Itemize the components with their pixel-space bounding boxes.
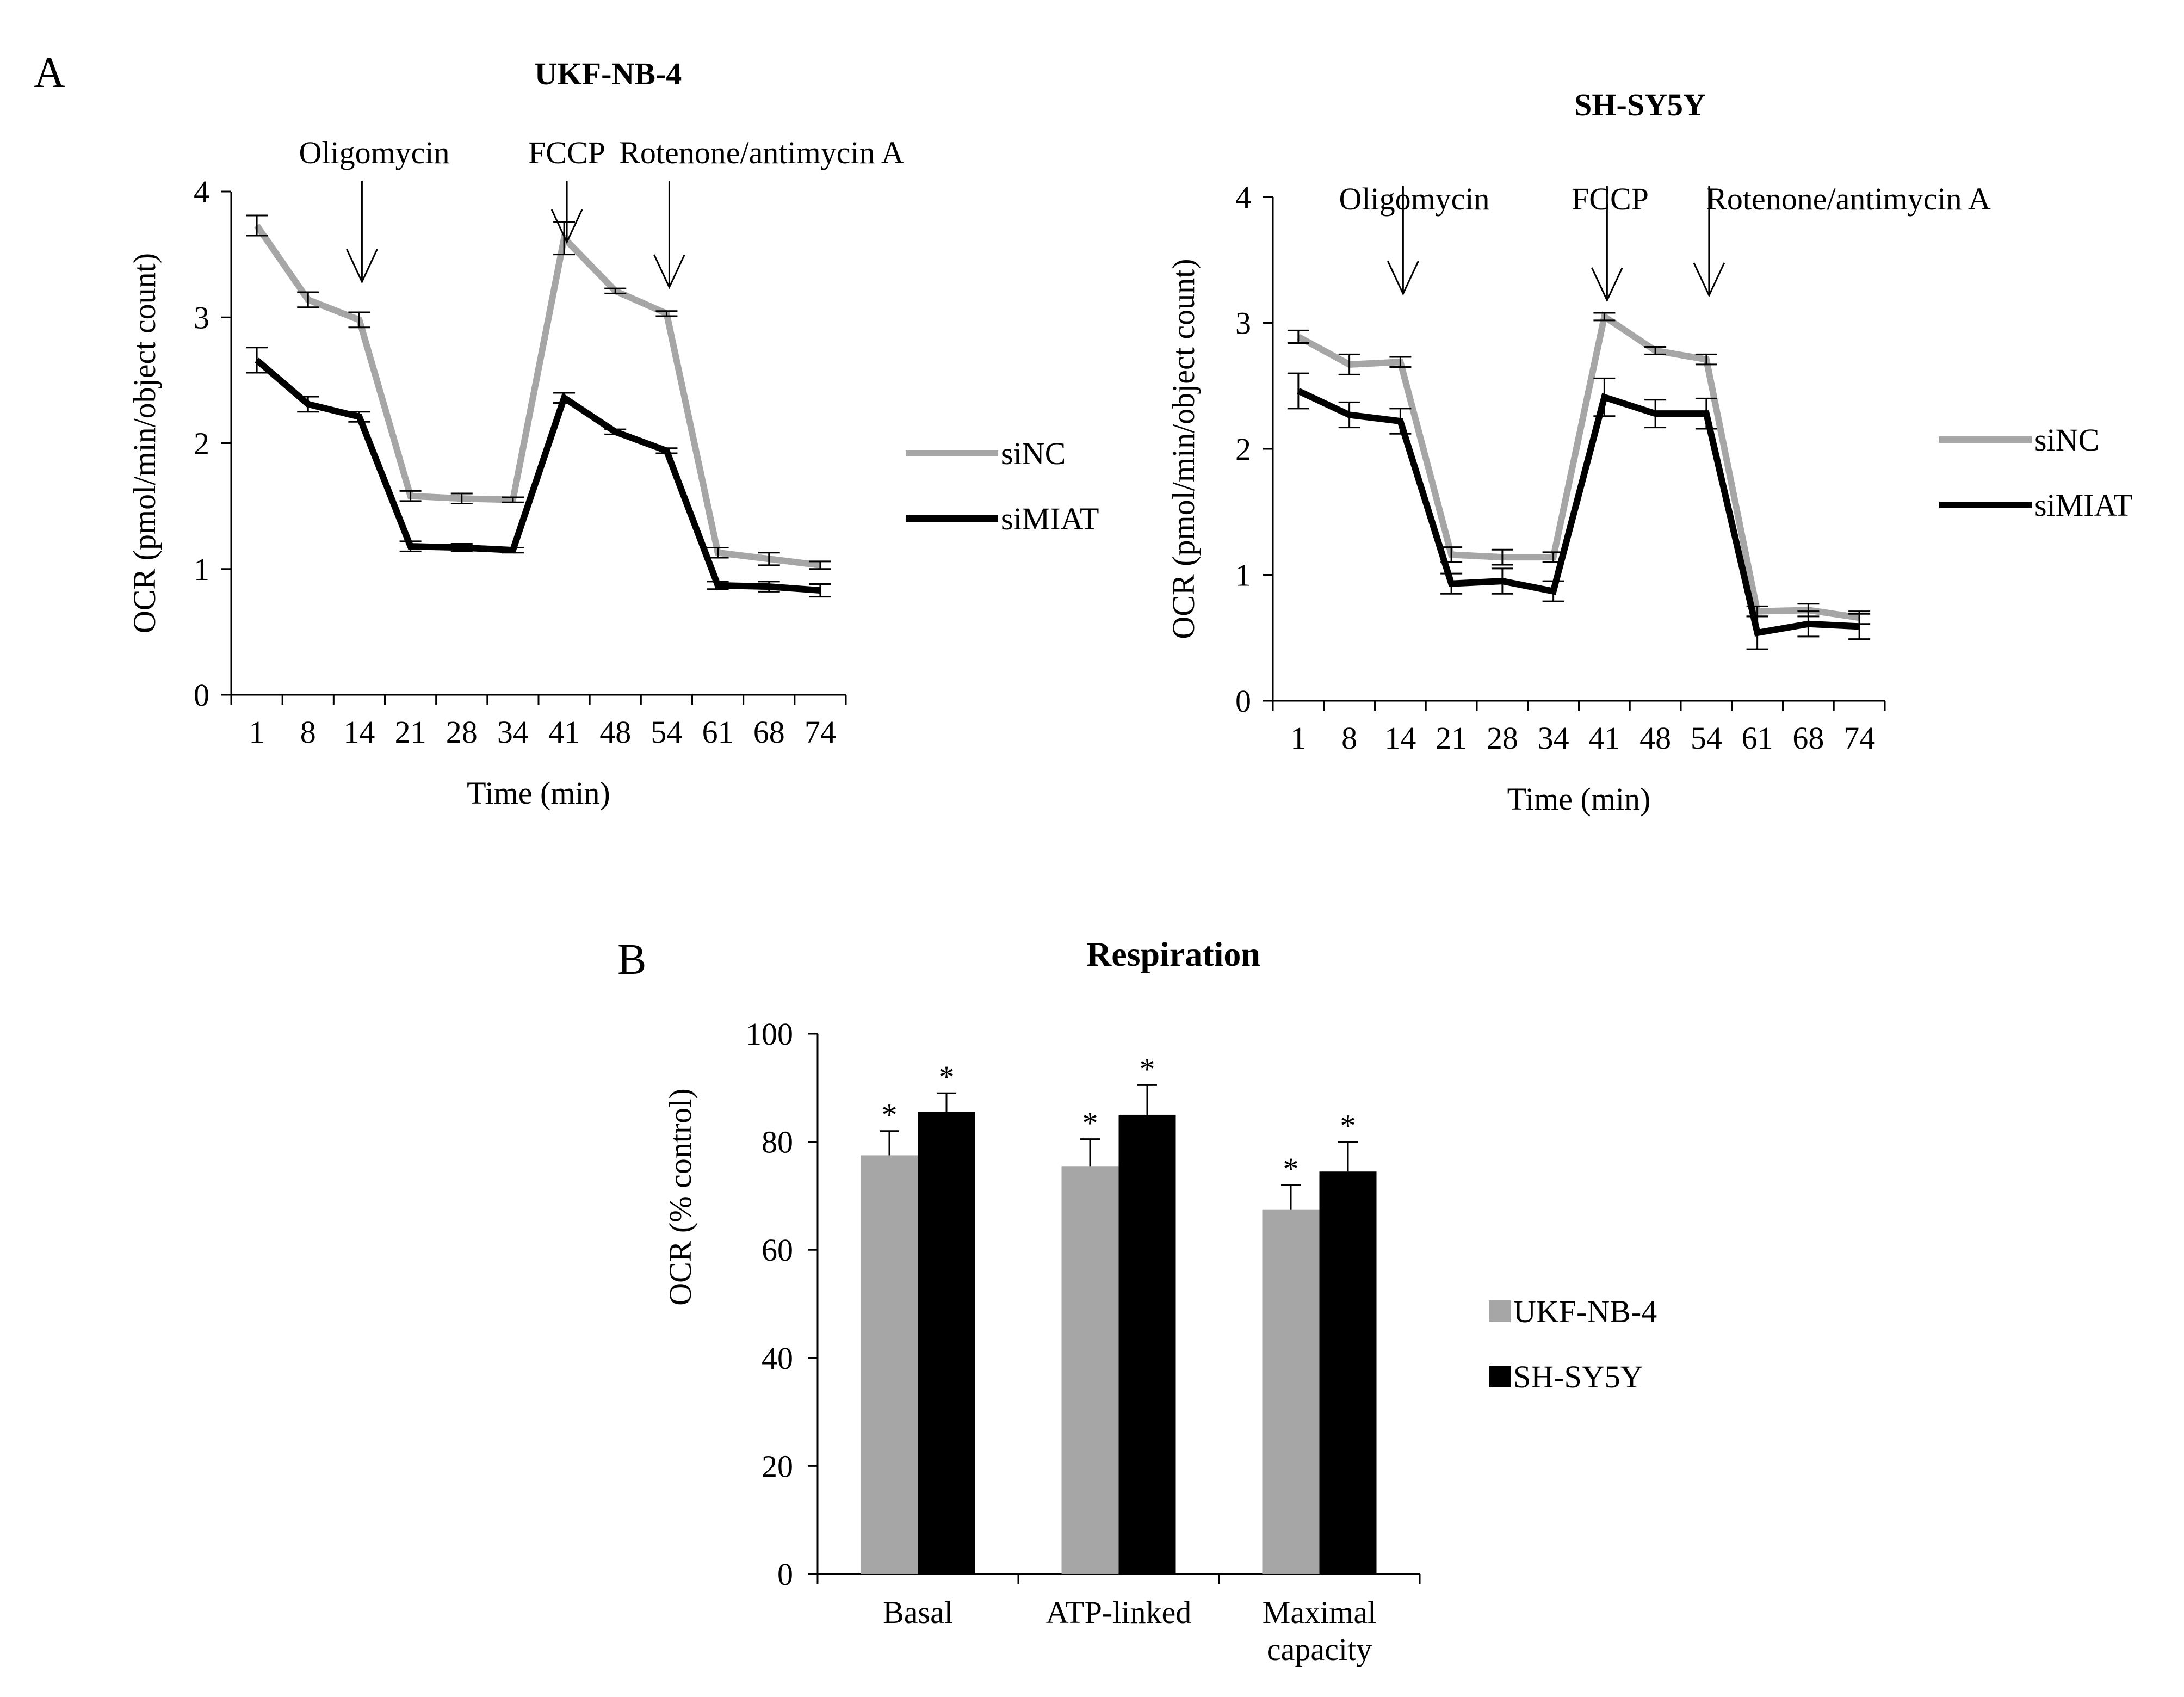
- injection-arrow-head: [1387, 261, 1419, 296]
- injection-arrow-head: [1693, 262, 1725, 298]
- x-tick-label: 48: [1639, 720, 1671, 756]
- y-tick-label: 1: [194, 552, 209, 587]
- series-line-siMIAT: [255, 357, 821, 594]
- x-tick-label: 34: [497, 714, 529, 750]
- x-tick-label: 54: [1691, 720, 1722, 756]
- x-tick-label: ATP-linked: [1046, 1595, 1191, 1630]
- bar-SH-SY5Y: [918, 1112, 975, 1574]
- y-tick-label: 0: [777, 1557, 793, 1592]
- x-tick-label: 74: [1843, 720, 1875, 756]
- x-tick-label: 1: [1290, 720, 1306, 756]
- x-tick-label: 8: [1341, 720, 1357, 756]
- significance-marker: *: [882, 1097, 898, 1133]
- injection-label: FCCP: [528, 135, 605, 170]
- x-tick-label: 48: [599, 714, 631, 750]
- x-tick-label: Maximal capacity: [1263, 1595, 1376, 1667]
- x-tick-label: 61: [1742, 720, 1773, 756]
- legend-label: siNC: [2034, 422, 2099, 458]
- legend-label: siMIAT: [1001, 501, 1099, 536]
- y-axis-label: OCR (% control): [663, 1088, 698, 1306]
- injection-label: Oligomycin: [1339, 181, 1489, 217]
- series-line-siMIAT: [1297, 388, 1860, 637]
- x-axis-label: Time (min): [1507, 781, 1651, 817]
- y-tick-label: 4: [194, 174, 209, 209]
- y-tick-label: 80: [762, 1125, 793, 1160]
- y-tick-label: 100: [746, 1016, 793, 1052]
- series-line-siNC: [254, 224, 821, 569]
- x-tick-label: 41: [1588, 720, 1620, 756]
- x-tick-label: 61: [702, 714, 734, 750]
- significance-marker: *: [939, 1059, 955, 1095]
- bar-UKF-NB-4: [861, 1155, 918, 1574]
- panel-label-b: B: [617, 936, 646, 984]
- x-tick-label: 74: [805, 714, 836, 750]
- x-tick-label: 8: [300, 714, 316, 750]
- legend-label: UKF-NB-4: [1513, 1294, 1657, 1329]
- injection-label: Rotenone/antimycin A: [1706, 181, 1991, 217]
- x-tick-label: 68: [753, 714, 785, 750]
- injection-label: Rotenone/antimycin A: [619, 135, 904, 170]
- legend-swatch-SH-SY5Y: [1489, 1366, 1511, 1387]
- x-axis-label: Time (min): [467, 775, 610, 811]
- y-tick-label: 1: [1235, 558, 1251, 593]
- x-tick-label: 54: [651, 714, 682, 750]
- y-tick-label: 2: [1235, 431, 1251, 467]
- x-tick-label: 68: [1792, 720, 1824, 756]
- legend-label: siNC: [1001, 436, 1066, 471]
- significance-marker: *: [1140, 1051, 1155, 1087]
- series-line-siNC: [1297, 311, 1860, 621]
- y-axis-label: OCR (pmol/min/object count): [1166, 258, 1201, 639]
- x-tick-label: 21: [1436, 720, 1467, 756]
- x-tick-label: 14: [1384, 720, 1416, 756]
- y-tick-label: 0: [194, 677, 209, 713]
- x-tick-label: Basal: [883, 1595, 953, 1630]
- injection-label: FCCP: [1572, 181, 1649, 217]
- chart-title: Respiration: [1086, 935, 1260, 973]
- panel-label-a: A: [34, 49, 65, 97]
- legend-label: SH-SY5Y: [1513, 1359, 1643, 1394]
- injection-label: Oligomycin: [299, 135, 449, 170]
- injection-arrow-head: [550, 209, 583, 244]
- y-tick-label: 4: [1235, 180, 1251, 215]
- significance-marker: *: [1283, 1151, 1299, 1187]
- x-tick-label: 28: [1487, 720, 1518, 756]
- injection-arrow-head: [653, 254, 685, 289]
- y-tick-label: 3: [1235, 306, 1251, 341]
- x-tick-label: 34: [1538, 720, 1569, 756]
- x-tick-label: 14: [343, 714, 375, 750]
- y-tick-label: 60: [762, 1232, 793, 1268]
- bar-SH-SY5Y: [1118, 1114, 1176, 1574]
- y-tick-label: 0: [1235, 683, 1251, 719]
- significance-marker: *: [1340, 1108, 1356, 1144]
- chart-respiration: Respiration 0 20 40 60 80 100 Basal * * ATP-linked…: [663, 935, 1657, 1667]
- x-tick-label: 41: [548, 714, 580, 750]
- chart-title: UKF-NB-4: [535, 56, 682, 91]
- y-tick-label: 2: [194, 426, 209, 461]
- legend-label: siMIAT: [2034, 487, 2132, 523]
- bar-UKF-NB-4: [1061, 1166, 1119, 1574]
- y-axis-label: OCR (pmol/min/object count): [127, 253, 162, 633]
- bar-UKF-NB-4: [1262, 1209, 1320, 1574]
- legend-swatch-UKF-NB-4: [1489, 1300, 1511, 1322]
- x-tick-label: 28: [446, 714, 478, 750]
- x-tick-label: 21: [395, 714, 426, 750]
- y-tick-label: 3: [194, 300, 209, 335]
- bar-SH-SY5Y: [1319, 1171, 1377, 1574]
- chart-title: SH-SY5Y: [1574, 87, 1706, 122]
- x-tick-label: 1: [249, 714, 265, 750]
- y-tick-label: 40: [762, 1341, 793, 1376]
- y-tick-label: 20: [762, 1448, 793, 1484]
- significance-marker: *: [1082, 1106, 1098, 1141]
- injection-arrow-head: [346, 249, 378, 284]
- injection-arrow-head: [1591, 267, 1623, 303]
